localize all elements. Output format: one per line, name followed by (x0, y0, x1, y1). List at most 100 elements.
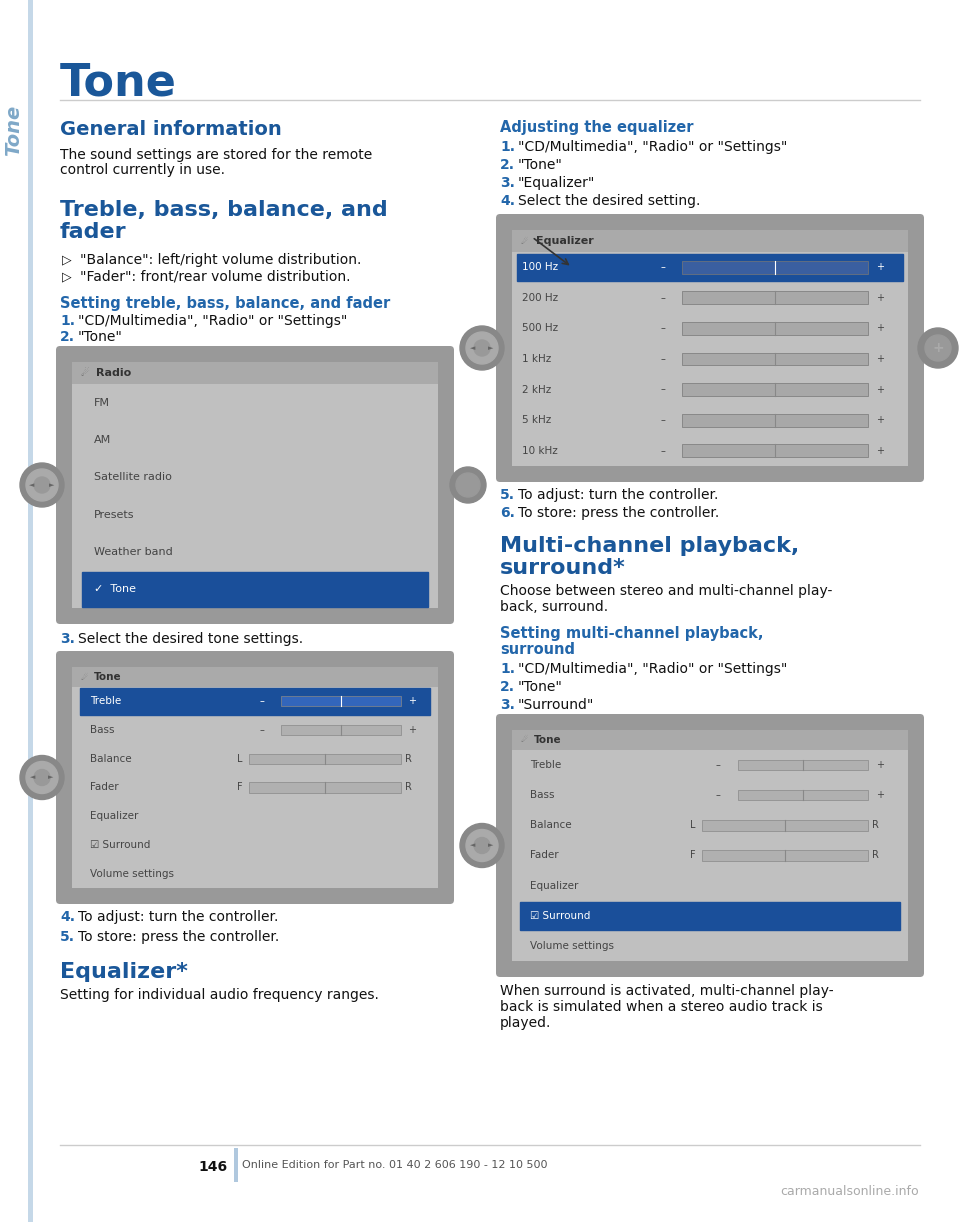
Text: Setting multi-channel playback,: Setting multi-channel playback, (500, 626, 763, 642)
Circle shape (34, 477, 50, 492)
Text: Balance: Balance (90, 754, 132, 764)
Bar (702, 820, 869, 831)
Circle shape (925, 335, 951, 360)
Text: Select the desired tone settings.: Select the desired tone settings. (78, 632, 303, 646)
Bar (72, 667, 438, 888)
Text: "Tone": "Tone" (518, 158, 563, 172)
Text: ▷: ▷ (62, 270, 72, 284)
Bar (512, 730, 908, 750)
Bar (683, 353, 869, 365)
Bar (72, 362, 438, 384)
Text: Equalizer: Equalizer (90, 811, 138, 821)
Text: Satellite radio: Satellite radio (94, 473, 172, 483)
Circle shape (20, 463, 64, 507)
Text: "Surround": "Surround" (518, 698, 594, 712)
FancyBboxPatch shape (496, 714, 924, 978)
Text: "Fader": front/rear volume distribution.: "Fader": front/rear volume distribution. (80, 270, 350, 284)
Circle shape (474, 837, 490, 853)
Text: +: + (408, 697, 417, 706)
Text: played.: played. (500, 1015, 551, 1030)
Circle shape (26, 761, 58, 793)
Text: surround: surround (500, 642, 575, 657)
Text: Bass: Bass (530, 791, 555, 800)
Text: +: + (876, 760, 884, 770)
Text: 10 kHz: 10 kHz (522, 446, 558, 456)
Text: surround*: surround* (500, 558, 626, 578)
Text: Equalizer*: Equalizer* (60, 962, 188, 982)
Text: F: F (237, 782, 242, 793)
Text: ☑ Surround: ☑ Surround (530, 910, 590, 921)
Text: AM: AM (94, 435, 111, 445)
Bar (249, 754, 401, 764)
Text: R: R (405, 782, 412, 793)
Text: F: F (690, 851, 696, 860)
Text: back, surround.: back, surround. (500, 600, 608, 613)
Bar (512, 230, 908, 466)
Text: 5.: 5. (60, 930, 75, 945)
Text: R: R (873, 820, 879, 831)
Bar (683, 384, 869, 396)
Text: 200 Hz: 200 Hz (522, 293, 558, 303)
Text: 2.: 2. (500, 679, 515, 694)
Text: To adjust: turn the controller.: To adjust: turn the controller. (78, 910, 278, 924)
Text: When surround is activated, multi-channel play-: When surround is activated, multi-channe… (500, 984, 833, 998)
Text: +: + (876, 385, 884, 395)
Text: FM: FM (94, 397, 110, 408)
Text: +: + (876, 354, 884, 364)
Bar (280, 697, 401, 706)
Text: –: – (715, 791, 720, 800)
Text: ☄: ☄ (520, 736, 527, 744)
Text: ☄: ☄ (520, 237, 527, 246)
Text: 2 kHz: 2 kHz (522, 385, 551, 395)
Bar (683, 414, 869, 426)
Text: General information: General information (60, 120, 281, 139)
Text: –: – (660, 415, 665, 425)
Text: "CD/Multimedia", "Radio" or "Settings": "CD/Multimedia", "Radio" or "Settings" (518, 141, 787, 154)
Bar (72, 667, 438, 687)
Bar (82, 572, 428, 607)
Text: control currently in use.: control currently in use. (60, 163, 225, 177)
Text: "Equalizer": "Equalizer" (518, 176, 595, 189)
Circle shape (474, 340, 490, 356)
Text: 4.: 4. (500, 194, 515, 208)
Text: Volume settings: Volume settings (530, 941, 614, 951)
Text: ►: ► (49, 481, 55, 488)
Text: 4.: 4. (60, 910, 75, 924)
Text: 1.: 1. (60, 314, 75, 327)
Text: 3.: 3. (500, 176, 515, 189)
Text: ▷: ▷ (62, 253, 72, 266)
Text: –: – (715, 760, 720, 770)
Text: ◄: ◄ (31, 775, 36, 781)
Text: +: + (876, 263, 884, 273)
Text: ►: ► (489, 842, 493, 848)
Circle shape (20, 755, 64, 799)
Bar (683, 260, 869, 274)
Text: 2.: 2. (60, 330, 75, 345)
Text: L: L (237, 754, 242, 764)
Text: 100 Hz: 100 Hz (522, 263, 558, 273)
Text: –: – (260, 697, 265, 706)
Text: +: + (408, 725, 417, 736)
Text: 146: 146 (199, 1160, 228, 1174)
Text: Equalizer: Equalizer (530, 881, 578, 891)
Text: Treble: Treble (530, 760, 562, 770)
Text: +: + (876, 446, 884, 456)
Text: "CD/Multimedia", "Radio" or "Settings": "CD/Multimedia", "Radio" or "Settings" (78, 314, 348, 327)
Text: +: + (876, 293, 884, 303)
Text: Treble: Treble (90, 697, 121, 706)
FancyBboxPatch shape (496, 214, 924, 481)
Text: 6.: 6. (500, 506, 515, 521)
Text: ☄: ☄ (80, 672, 87, 682)
Bar (683, 291, 869, 304)
Text: ☑ Surround: ☑ Surround (90, 840, 151, 851)
Circle shape (918, 327, 958, 368)
Text: 3.: 3. (500, 698, 515, 712)
Text: +: + (876, 415, 884, 425)
Bar (737, 789, 869, 800)
Text: 1.: 1. (500, 141, 515, 154)
Bar (520, 902, 900, 930)
Text: R: R (405, 754, 412, 764)
Text: Equalizer: Equalizer (536, 236, 593, 246)
Text: Balance: Balance (530, 820, 571, 831)
Text: –: – (660, 293, 665, 303)
